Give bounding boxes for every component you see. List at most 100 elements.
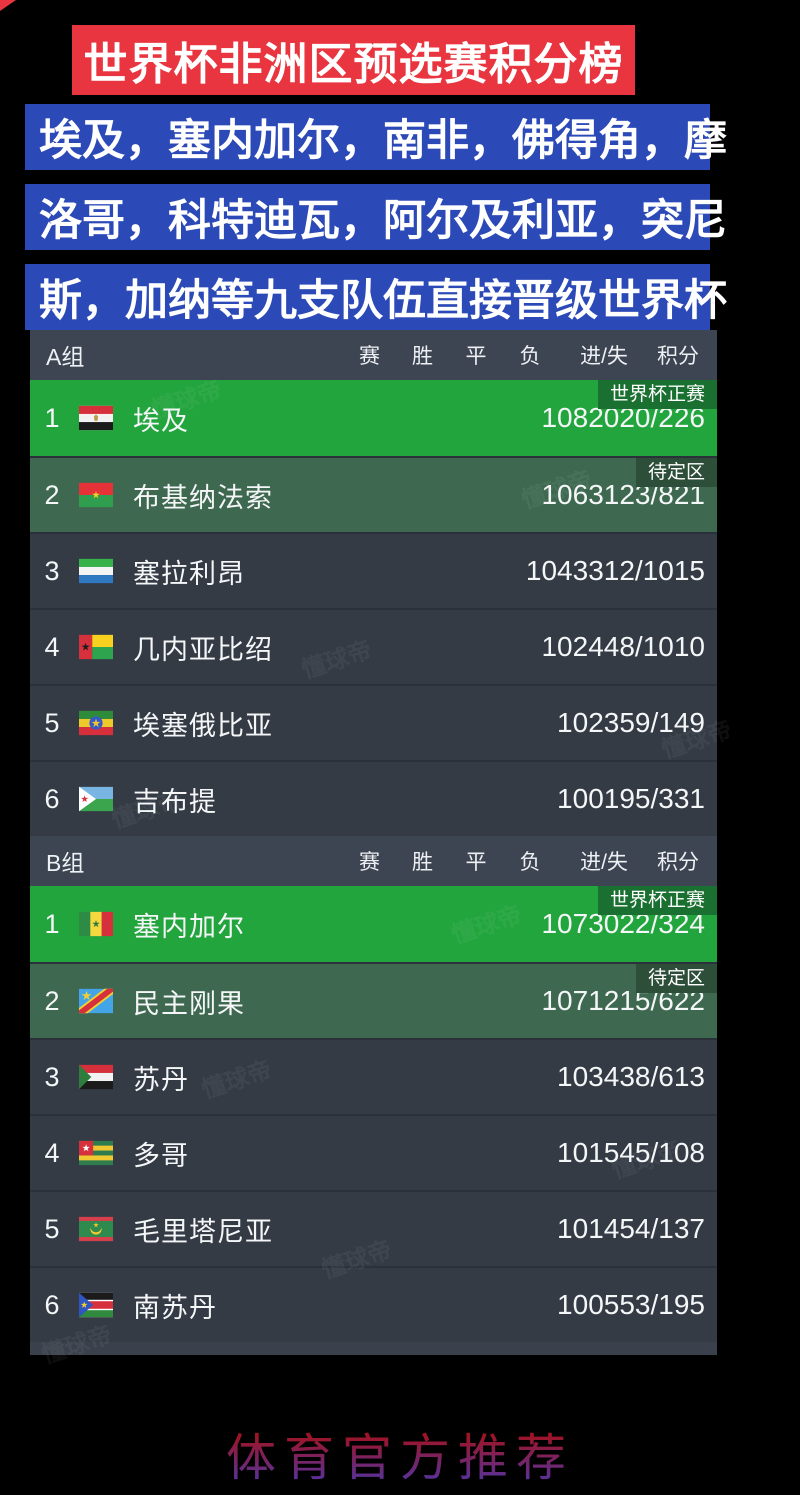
column-header: 平 [465,345,487,368]
team-row: 待定区 2 民主刚果 10 7 1 2 15/6 22 [30,962,717,1038]
intro-line: 埃及，塞内加尔，南非，佛得角，摩 [25,104,727,170]
stat-draw: 3 [588,908,604,939]
stat-loss: 9 [619,783,635,814]
column-header: 进/失 [580,345,628,368]
stat-goals: 9/14 [634,707,690,738]
stat-goals: 3/19 [634,1289,690,1320]
group-header: A组 赛 胜 平 负 进/失 积分 [30,330,717,380]
stat-points: 9 [689,707,705,738]
column-header: 赛 [359,345,380,368]
team-row: 5 毛里塔尼亚 10 1 4 5 4/13 7 [30,1190,717,1266]
stat-played: 10 [525,555,558,586]
stat-draw: 3 [588,479,604,510]
stat-draw: 1 [603,783,620,814]
column-header: 积分 [657,851,699,874]
stat-loss: 4 [619,1137,635,1168]
stat-win: 2 [588,707,604,738]
team-name: 埃及 [133,405,189,436]
stat-win: 6 [572,479,589,510]
stat-win: 3 [588,1061,604,1092]
stat-loss: 0 [603,908,620,939]
team-row: 待定区 2 布基纳法索 10 6 3 1 23/8 21 [30,456,717,532]
title-banner: 世界杯非洲区预选赛积分榜 [72,25,635,95]
column-header: 负 [519,851,541,874]
status-badge: 待定区 [635,458,717,487]
column-header: 负 [519,345,541,368]
stat-points: 13 [673,1061,705,1092]
stat-played: 10 [557,1289,589,1320]
stat-win: 1 [588,1213,604,1244]
stat-loss: 5 [619,1213,635,1244]
rank: 4 [44,1137,60,1168]
team-row: 世界杯正赛 1 塞内加尔 10 7 3 0 22/3 24 [30,886,717,962]
rank: 3 [44,555,60,586]
stat-draw: 2 [588,402,604,433]
column-headers: 赛 胜 平 负 进/失 积分 [343,340,705,370]
stat-draw: 1 [588,985,604,1016]
flag-togo-icon [79,1140,113,1166]
stat-draw: 3 [603,707,620,738]
group-section: A组 赛胜平负进/失 积分 世界杯正赛 1 埃及 10 8 2 0 20/2 26… [30,330,717,836]
flag-djibouti-icon [79,786,113,812]
stat-win: 1 [588,1137,604,1168]
stat-draw: 4 [603,1061,620,1092]
team-row: 6 吉布提 10 0 1 9 5/33 1 [30,760,717,836]
stat-draw: 3 [572,555,589,586]
team-name: 苏丹 [133,1064,189,1095]
stat-loss: 3 [588,555,604,586]
column-header: 平 [465,851,487,874]
group-header: B组 赛 胜 平 负 进/失 积分 [30,836,717,886]
flag-senegal-icon [79,911,113,937]
stat-played: 10 [557,1137,589,1168]
standings-table: A组 赛胜平负进/失 积分 世界杯正赛 1 埃及 10 8 2 0 20/2 26… [30,330,717,1355]
team-row: 4 多哥 10 1 5 4 5/10 8 [30,1114,717,1190]
stat-points: 10 [673,631,705,662]
stat-goals: 4/13 [634,1213,690,1244]
status-badge: 待定区 [635,964,717,993]
column-header: 赛 [359,851,380,874]
group-section: B组 赛胜平负进/失 积分 世界杯正赛 1 塞内加尔 10 7 3 0 22/3 … [30,836,717,1342]
flag-mauritania-icon [79,1216,113,1242]
stat-played: 10 [541,479,573,510]
flag-burkina-faso-icon [79,482,113,508]
rank: 5 [44,707,60,738]
intro-line: 洛哥，科特迪瓦，阿尔及利亚，突尼 [25,184,727,250]
column-header: 进/失 [580,851,628,874]
stat-points: 7 [689,1213,705,1244]
rank: 2 [44,985,60,1016]
team-name: 多哥 [133,1140,189,1171]
team-row: 6 南苏丹 10 0 5 5 3/19 5 [30,1266,717,1342]
rank: 6 [44,1289,60,1320]
stat-goals: 5/33 [634,783,690,814]
stat-loss: 1 [603,479,620,510]
stat-win: 0 [588,783,604,814]
team-row: 4 几内亚比绍 10 2 4 4 8/10 10 [30,608,717,684]
stat-points: 5 [689,1289,705,1320]
team-name: 埃塞俄比亚 [133,710,273,741]
stat-win: 8 [572,402,589,433]
stat-goals: 5/10 [634,1137,690,1168]
flag-ethiopia-icon [79,710,113,736]
team-row: 世界杯正赛 1 埃及 10 8 2 0 20/2 26 [30,380,717,456]
flag-south-sudan-icon [79,1292,113,1318]
team-row: 3 塞拉利昂 10 4 3 3 12/10 15 [30,532,717,608]
column-headers: 赛 胜 平 负 进/失 积分 [343,846,705,876]
stat-played: 10 [541,985,573,1016]
stat-played: 10 [557,1213,589,1244]
column-header: 胜 [412,345,433,368]
stat-loss: 5 [619,707,635,738]
flag-dr-congo-icon [79,988,113,1014]
stat-played: 10 [541,631,573,662]
status-badge: 世界杯正赛 [597,380,717,409]
rank: 3 [44,1061,60,1092]
stat-win: 2 [572,631,589,662]
stat-loss: 3 [619,1061,635,1092]
rank: 1 [44,402,60,433]
flag-egypt-icon [79,405,113,431]
stat-played: 10 [557,1061,589,1092]
stat-goals: 8/6 [634,1061,674,1092]
stat-loss: 0 [603,402,620,433]
stat-points: 8 [689,1137,705,1168]
team-name: 布基纳法索 [133,482,273,513]
